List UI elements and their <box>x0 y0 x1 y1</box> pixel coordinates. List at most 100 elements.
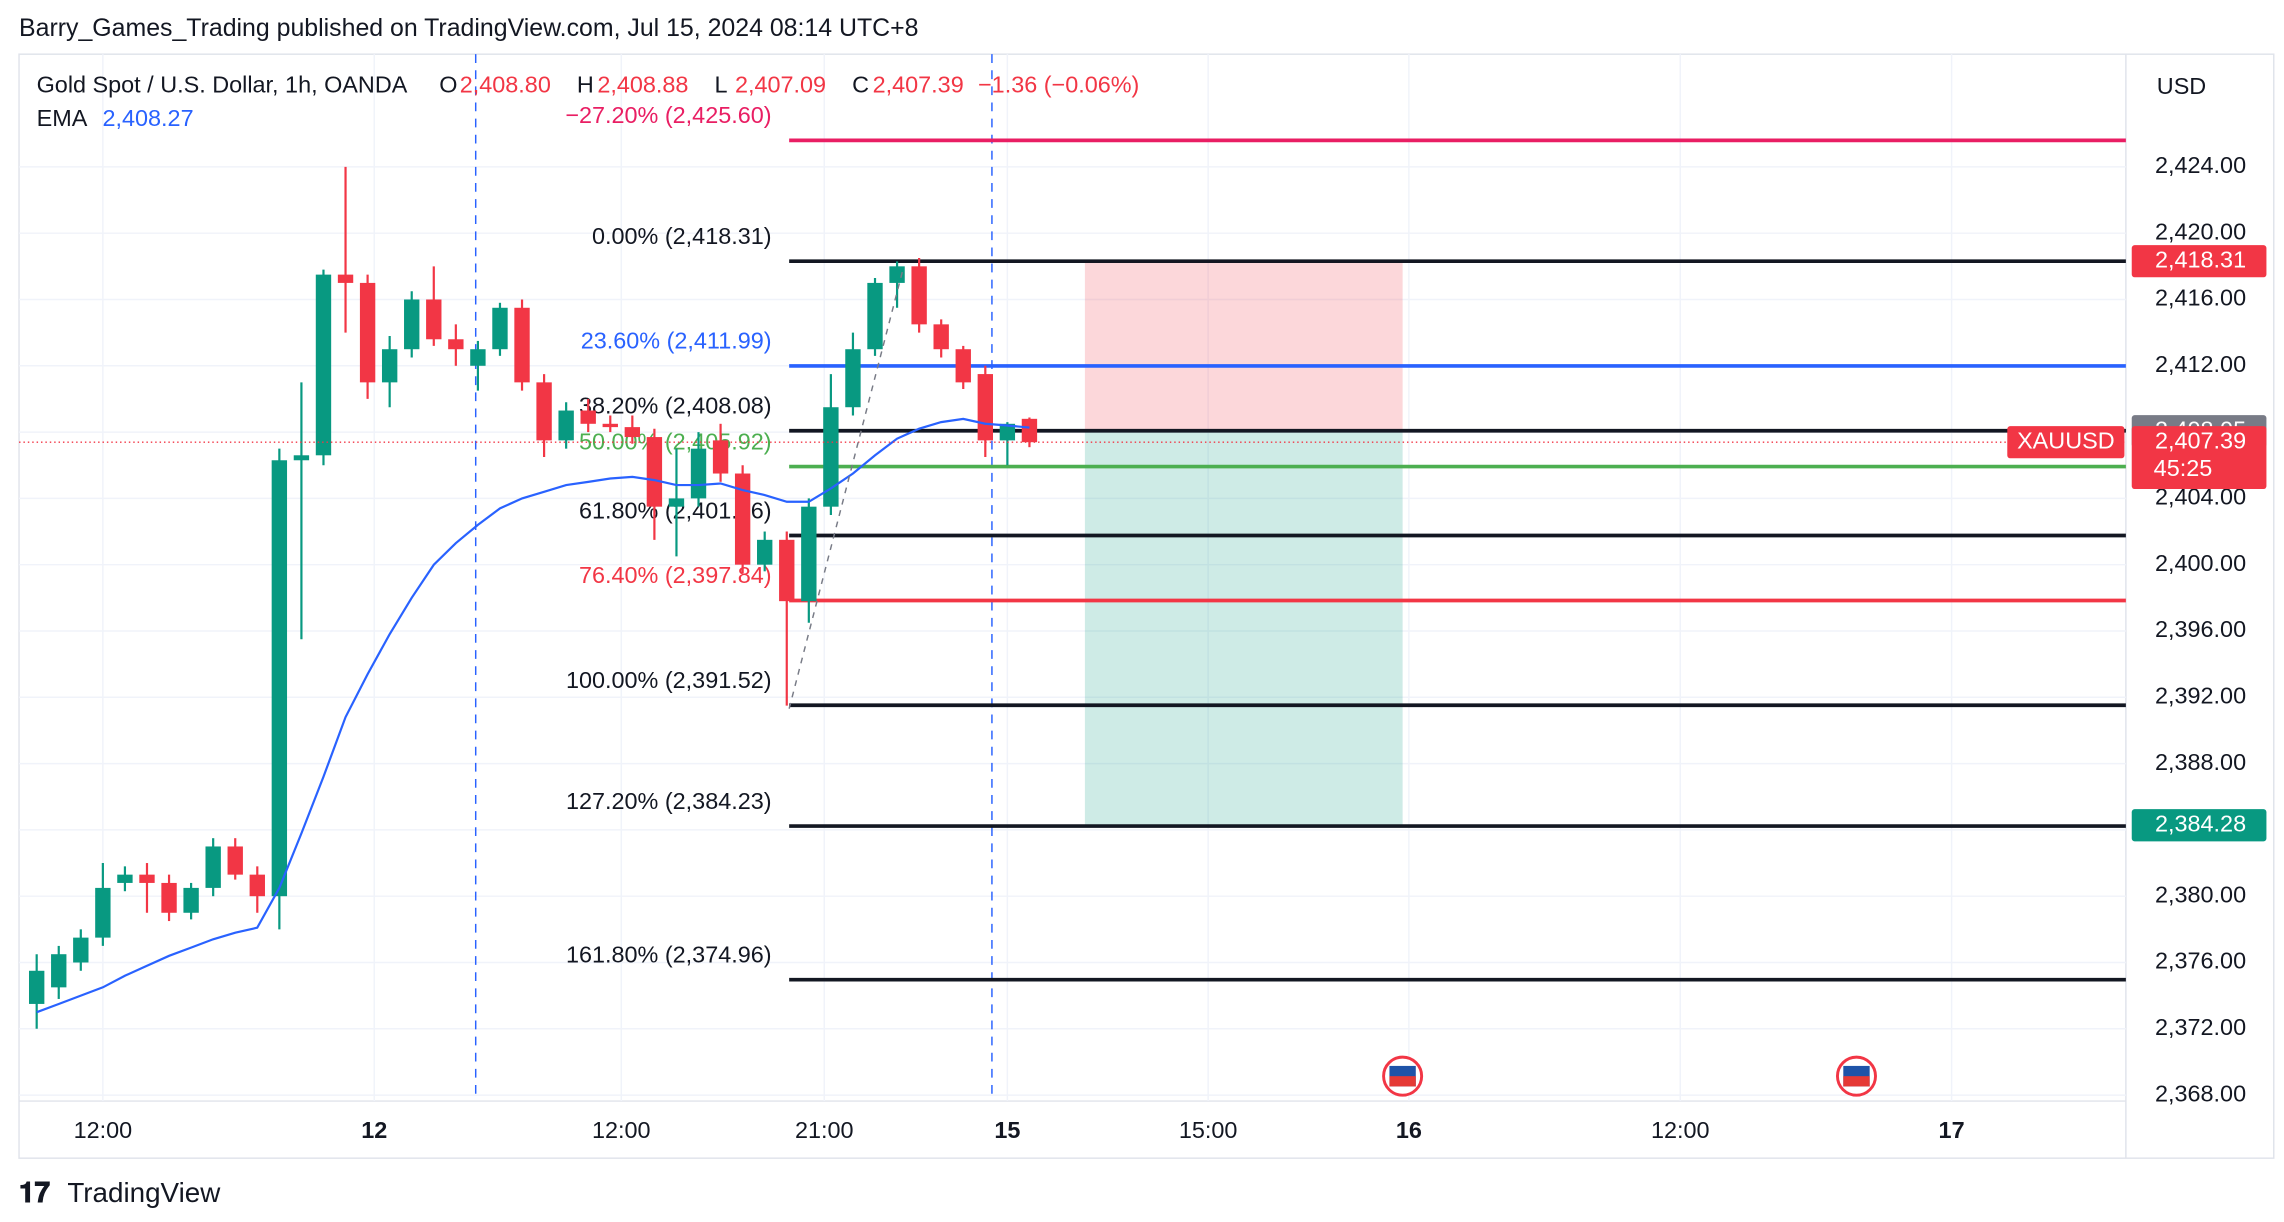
candle-body <box>977 374 993 441</box>
price-badge-label: 2,384.28 <box>2155 810 2246 836</box>
y-tick-label: 2,372.00 <box>2155 1014 2246 1040</box>
candle-body <box>337 274 354 283</box>
fib-label: 76.40% (2,397.84) <box>579 562 772 588</box>
y-tick-label: 2,392.00 <box>2155 682 2246 708</box>
candle-body <box>227 846 243 875</box>
ohlc-key: O <box>439 72 457 98</box>
candle-body <box>712 440 729 474</box>
frame <box>18 53 2275 1159</box>
last-price-label: 2,407.39 <box>2155 427 2246 453</box>
candle-body <box>889 266 905 283</box>
candle-body <box>161 882 177 913</box>
fib-trend-line <box>788 267 905 709</box>
price-badge-label: 2,418.31 <box>2155 246 2246 272</box>
candle-body <box>404 299 420 350</box>
candle-body <box>845 349 861 408</box>
candle-body <box>646 437 663 507</box>
ohlc-value: 2,408.88 <box>597 72 688 98</box>
candle-body <box>28 970 45 1004</box>
candle-body <box>514 307 530 383</box>
y-tick-label: 2,424.00 <box>2155 152 2246 178</box>
x-tick-label: 12:00 <box>592 1117 651 1143</box>
ohlc-key: C <box>852 72 869 98</box>
flag-icon <box>1835 1055 1877 1097</box>
candle-body <box>492 307 508 350</box>
ohlc-key: L <box>714 72 727 98</box>
y-tick-label: 2,396.00 <box>2155 616 2246 642</box>
candle-body <box>955 349 971 383</box>
candle-body <box>205 846 221 888</box>
symbol-badge <box>2007 426 2125 459</box>
target-zone <box>1084 431 1403 826</box>
fib-label: 127.20% (2,384.23) <box>566 788 772 814</box>
y-tick-label: 2,380.00 <box>2155 881 2246 907</box>
candle-body <box>624 427 641 438</box>
y-tick-label: 2,420.00 <box>2155 218 2246 244</box>
x-tick-label: 12 <box>361 1117 387 1143</box>
y-tick-label: 2,368.00 <box>2155 1080 2246 1106</box>
candle-body <box>823 407 839 507</box>
y-tick-label: 2,376.00 <box>2155 948 2246 974</box>
ema-value: 2,408.27 <box>102 105 193 131</box>
flag-icon <box>1382 1055 1424 1097</box>
ema-label: EMA <box>37 105 88 131</box>
x-tick-label: 16 <box>1396 1117 1422 1143</box>
x-tick-label: 12:00 <box>74 1117 133 1143</box>
candle-body <box>381 349 398 383</box>
candle-body <box>183 887 199 913</box>
candle-body <box>51 954 67 988</box>
price-badge <box>2131 245 2267 278</box>
y-tick-label: 2,400.00 <box>2155 550 2246 576</box>
symbol: Gold Spot / U.S. Dollar, 1h, OANDA <box>37 72 408 98</box>
y-tick-label: 2,412.00 <box>2155 351 2246 377</box>
candle-body <box>315 274 332 456</box>
candle-body <box>139 874 155 883</box>
x-tick-label: 21:00 <box>795 1117 854 1143</box>
candle-body <box>757 539 773 565</box>
candle-body <box>359 282 376 383</box>
currency: USD <box>2157 73 2206 99</box>
ema-line <box>36 417 1030 1014</box>
candle-body <box>933 324 949 350</box>
candle-body <box>602 423 618 428</box>
symbol-label: XAUUSD <box>2017 427 2115 453</box>
brand-logo: 𝟏𝟕 <box>19 1177 50 1208</box>
x-tick-label: 12:00 <box>1651 1117 1710 1143</box>
x-tick-label: 17 <box>1939 1117 1965 1143</box>
x-tick-label: 15 <box>994 1117 1020 1143</box>
fib-label: 161.80% (2,374.96) <box>566 941 772 967</box>
fib-label: 0.00% (2,418.31) <box>592 223 772 249</box>
candle-body <box>448 339 464 350</box>
candle-body <box>249 874 265 897</box>
candle-body <box>470 349 486 366</box>
candle-body <box>779 539 795 602</box>
fib-label: 50.00% (2,405.92) <box>579 428 772 454</box>
candle-body <box>911 266 927 325</box>
ohlc-key: H <box>577 72 594 98</box>
candle-body <box>580 410 596 424</box>
candle-body <box>999 423 1016 441</box>
y-tick-label: 2,388.00 <box>2155 749 2246 775</box>
price-badge <box>2131 809 2267 842</box>
fib-label: 38.20% (2,408.08) <box>579 393 772 419</box>
brand: TradingView <box>67 1177 221 1208</box>
y-tick-label: 2,416.00 <box>2155 285 2246 311</box>
candle-body <box>1021 418 1038 443</box>
candle-body <box>690 448 707 499</box>
published: Barry_Games_Trading published on Trading… <box>19 14 918 42</box>
candle-body <box>867 282 883 350</box>
candle-body <box>73 937 89 963</box>
candle-body <box>117 874 133 883</box>
candle-body <box>95 887 111 938</box>
candle-body <box>734 473 751 565</box>
fib-label: 23.60% (2,411.99) <box>581 328 772 354</box>
change: −1.36 (−0.06%) <box>978 72 1139 98</box>
candle-body <box>426 299 442 340</box>
candle-body <box>801 506 817 602</box>
stop-zone <box>1084 261 1403 432</box>
x-tick-label: 15:00 <box>1179 1117 1238 1143</box>
candle-body <box>293 455 310 461</box>
candle-body <box>536 382 552 441</box>
